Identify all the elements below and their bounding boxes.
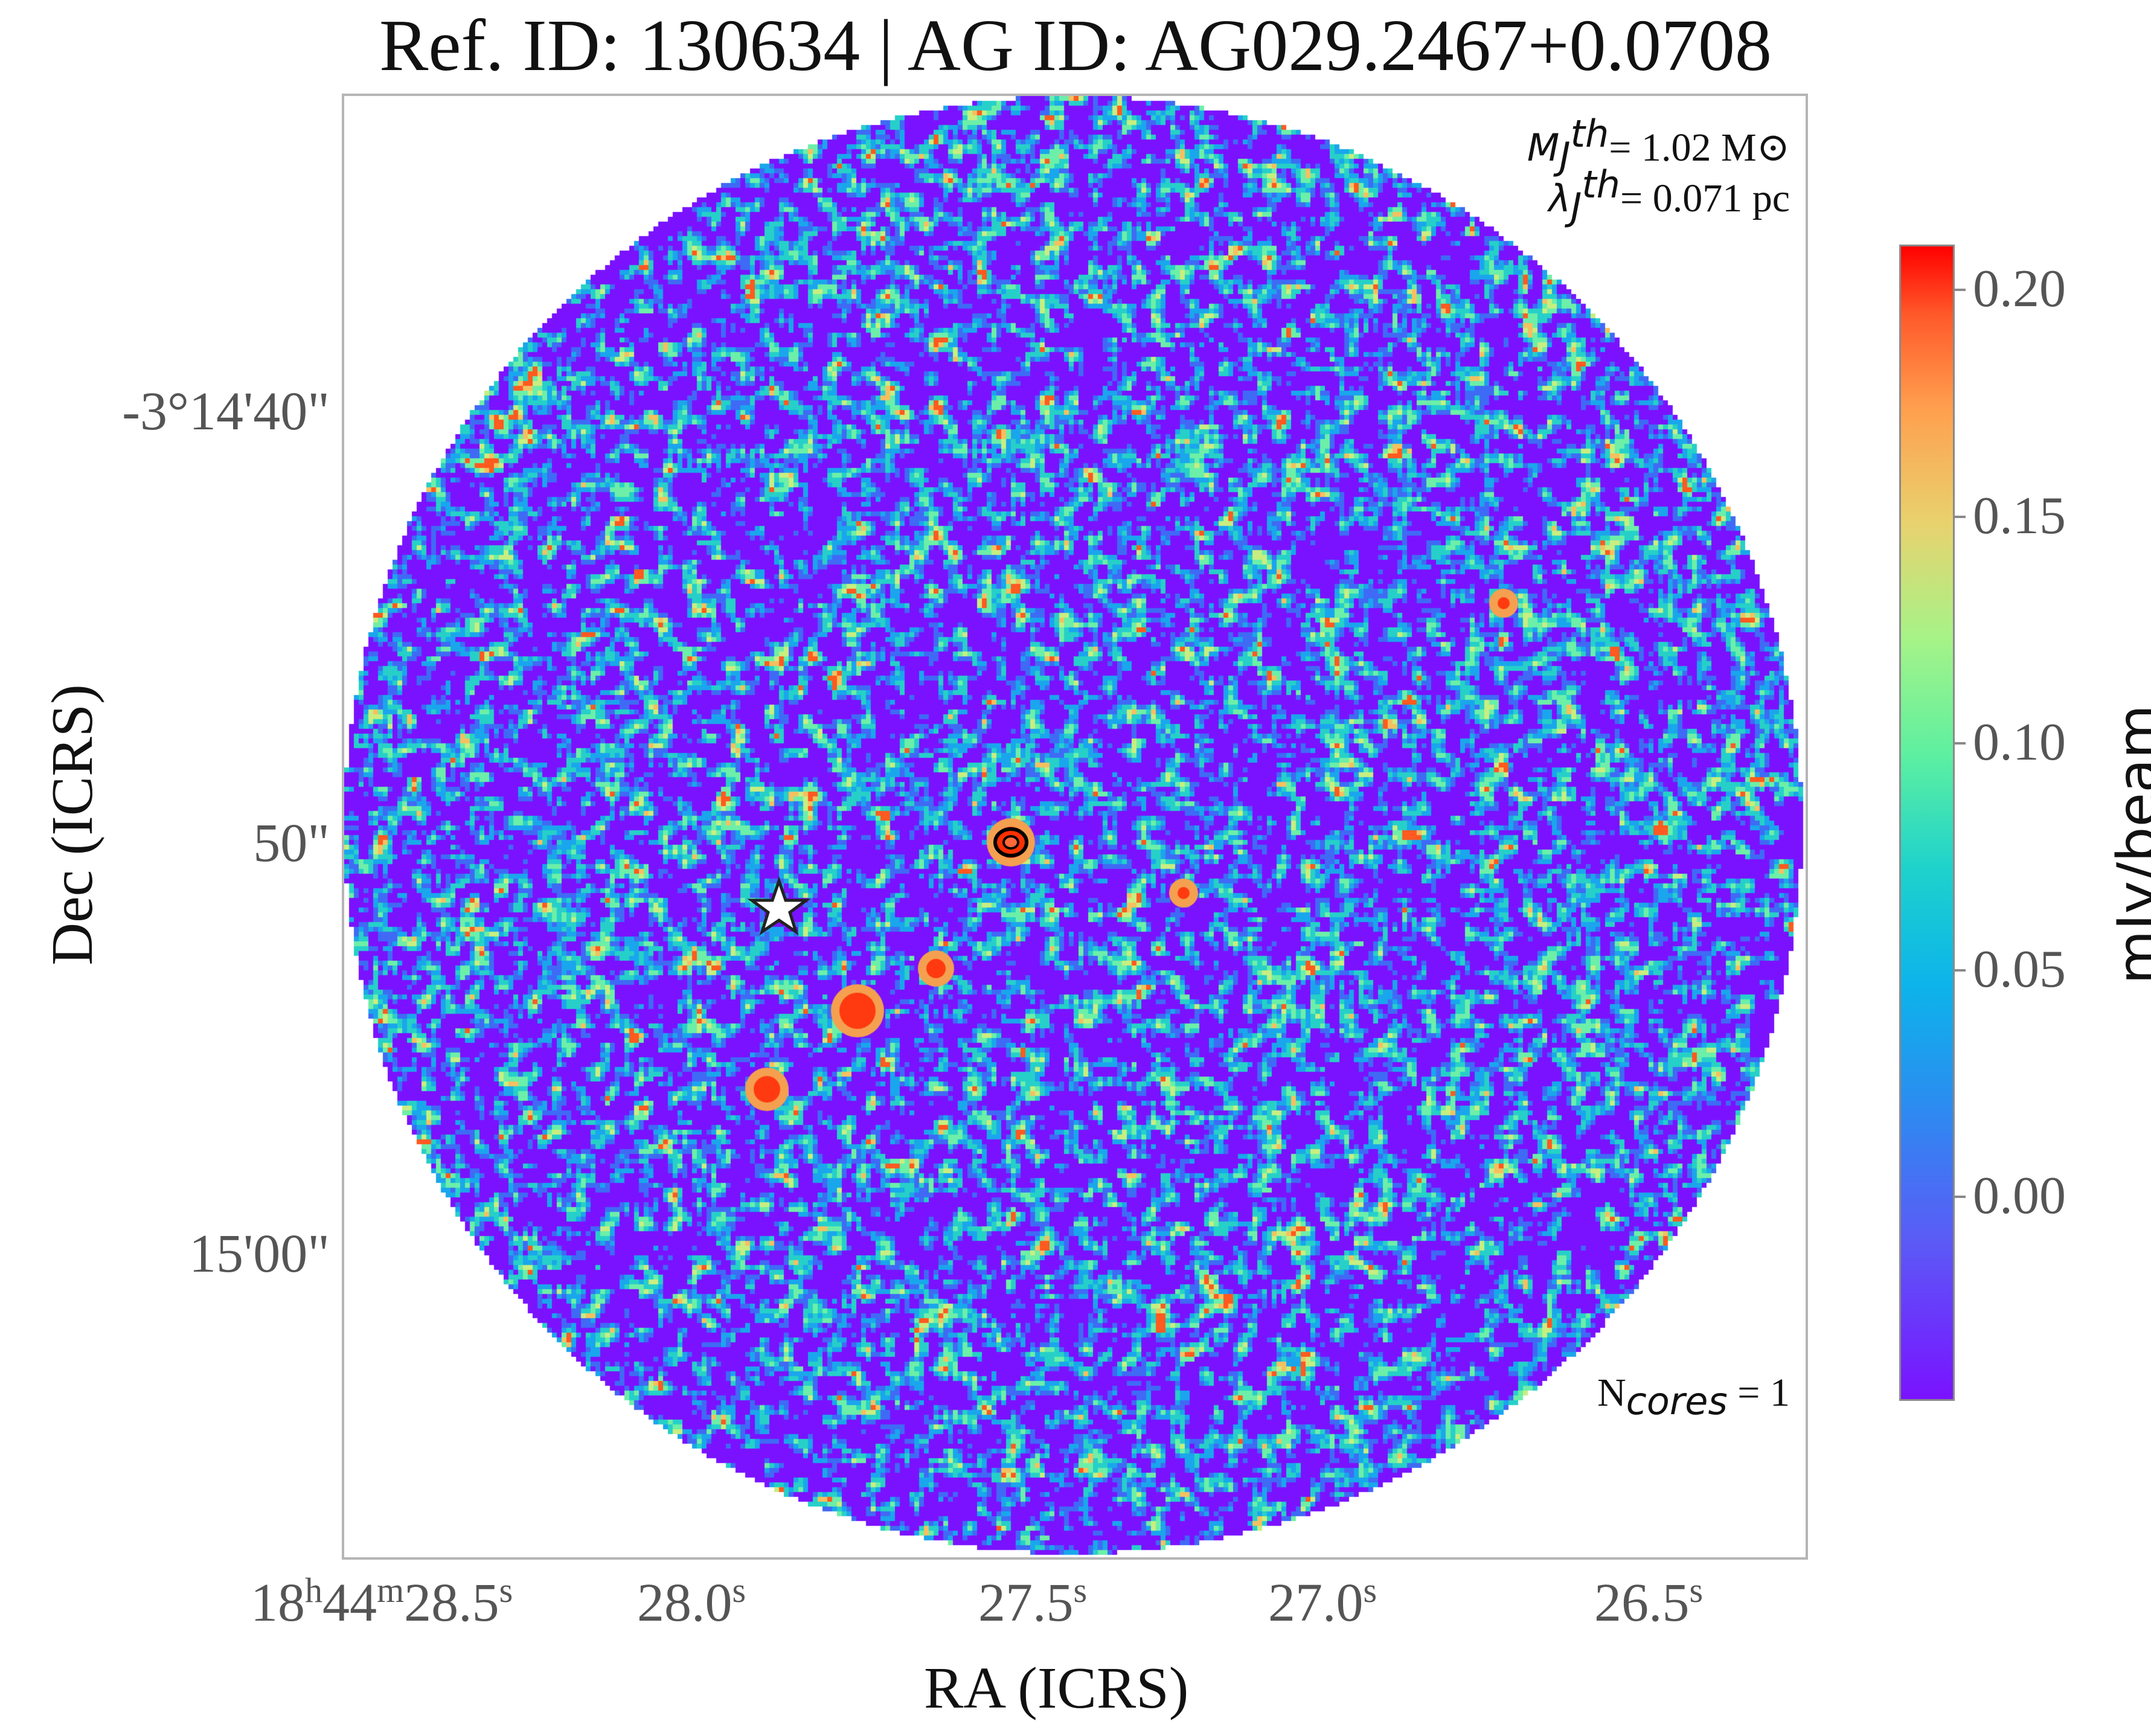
- colorbar: [1899, 245, 1955, 1401]
- colorbar-tick-mark: [1955, 1196, 1966, 1199]
- colorbar-tick-label: 0.10: [1973, 713, 2066, 772]
- x-axis-label: RA (ICRS): [924, 1656, 1189, 1721]
- xtick-label: 18h44m28.5s: [251, 1571, 513, 1633]
- colorbar-label: mJy/beam: [2105, 704, 2151, 985]
- ytick-label: 50": [253, 813, 330, 873]
- figure-title: Ref. ID: 130634 | AG ID: AG029.2467+0.07…: [379, 5, 1772, 86]
- core-contour: [993, 827, 1028, 857]
- colorbar-tick-label: 0.00: [1973, 1167, 2066, 1226]
- colorbar-tick-label: 0.15: [1973, 486, 2066, 545]
- xtick-label: 27.0s: [1268, 1571, 1377, 1633]
- ytick-label: 15'00": [189, 1224, 330, 1284]
- colorbar-tick-mark: [1955, 969, 1966, 972]
- image-panel: MJth= 1.02 M⊙ λJth= 0.071 pc Ncores = 1: [342, 94, 1808, 1560]
- ytick-label: -3°14'40": [122, 382, 330, 441]
- colorbar-tick-label: 0.05: [1973, 940, 2066, 999]
- xtick-label: 28.0s: [637, 1571, 746, 1633]
- jeans-mass-annotation: MJth= 1.02 M⊙: [1527, 112, 1790, 179]
- y-axis-label: Dec (ICRS): [40, 684, 105, 966]
- xtick-label: 26.5s: [1594, 1571, 1704, 1633]
- xtick-label: 27.5s: [978, 1571, 1088, 1633]
- star-icon: [747, 876, 811, 936]
- continuum-map: [344, 96, 1806, 1557]
- colorbar-tick-label: 0.20: [1973, 260, 2066, 319]
- jeans-length-annotation: λJth= 0.071 pc: [1548, 162, 1790, 229]
- colorbar-tick-mark: [1955, 742, 1966, 745]
- map-overlay: [747, 827, 1028, 936]
- colorbar-tick-mark: [1955, 289, 1966, 292]
- ncores-annotation: Ncores = 1: [1597, 1371, 1790, 1424]
- colorbar-tick-mark: [1955, 515, 1966, 518]
